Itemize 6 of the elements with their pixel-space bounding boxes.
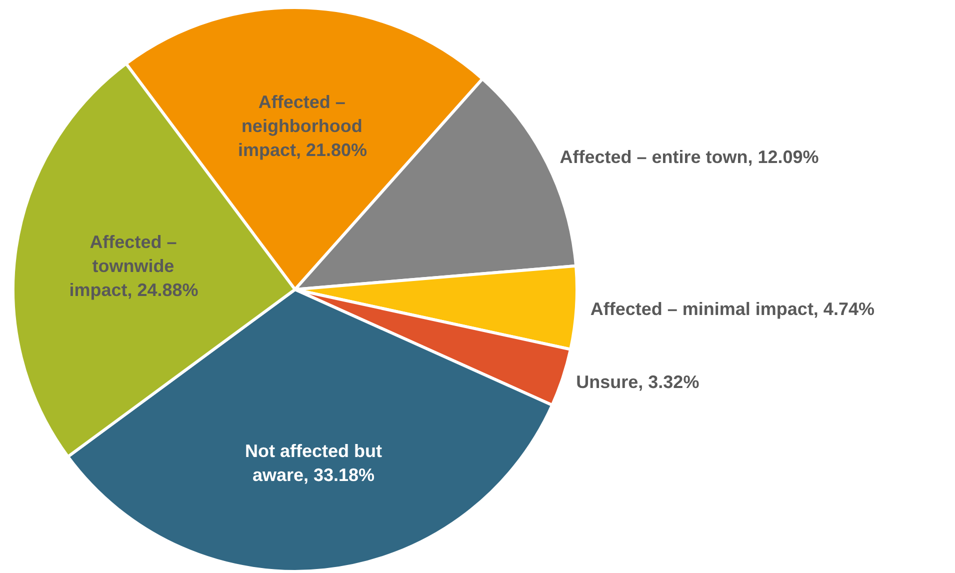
slice-label: Unsure, 3.32% [576, 371, 700, 394]
slice-label: Affected – entire town, 12.09% [560, 146, 819, 170]
slice-label: Not affected but aware, 33.18% [244, 440, 383, 488]
slice-label: Affected – townwide impact, 24.88% [69, 230, 198, 302]
slice-label: Affected – neighborhood impact, 21.80% [238, 91, 368, 162]
slice-label: Affected – minimal impact, 4.74% [590, 298, 874, 321]
